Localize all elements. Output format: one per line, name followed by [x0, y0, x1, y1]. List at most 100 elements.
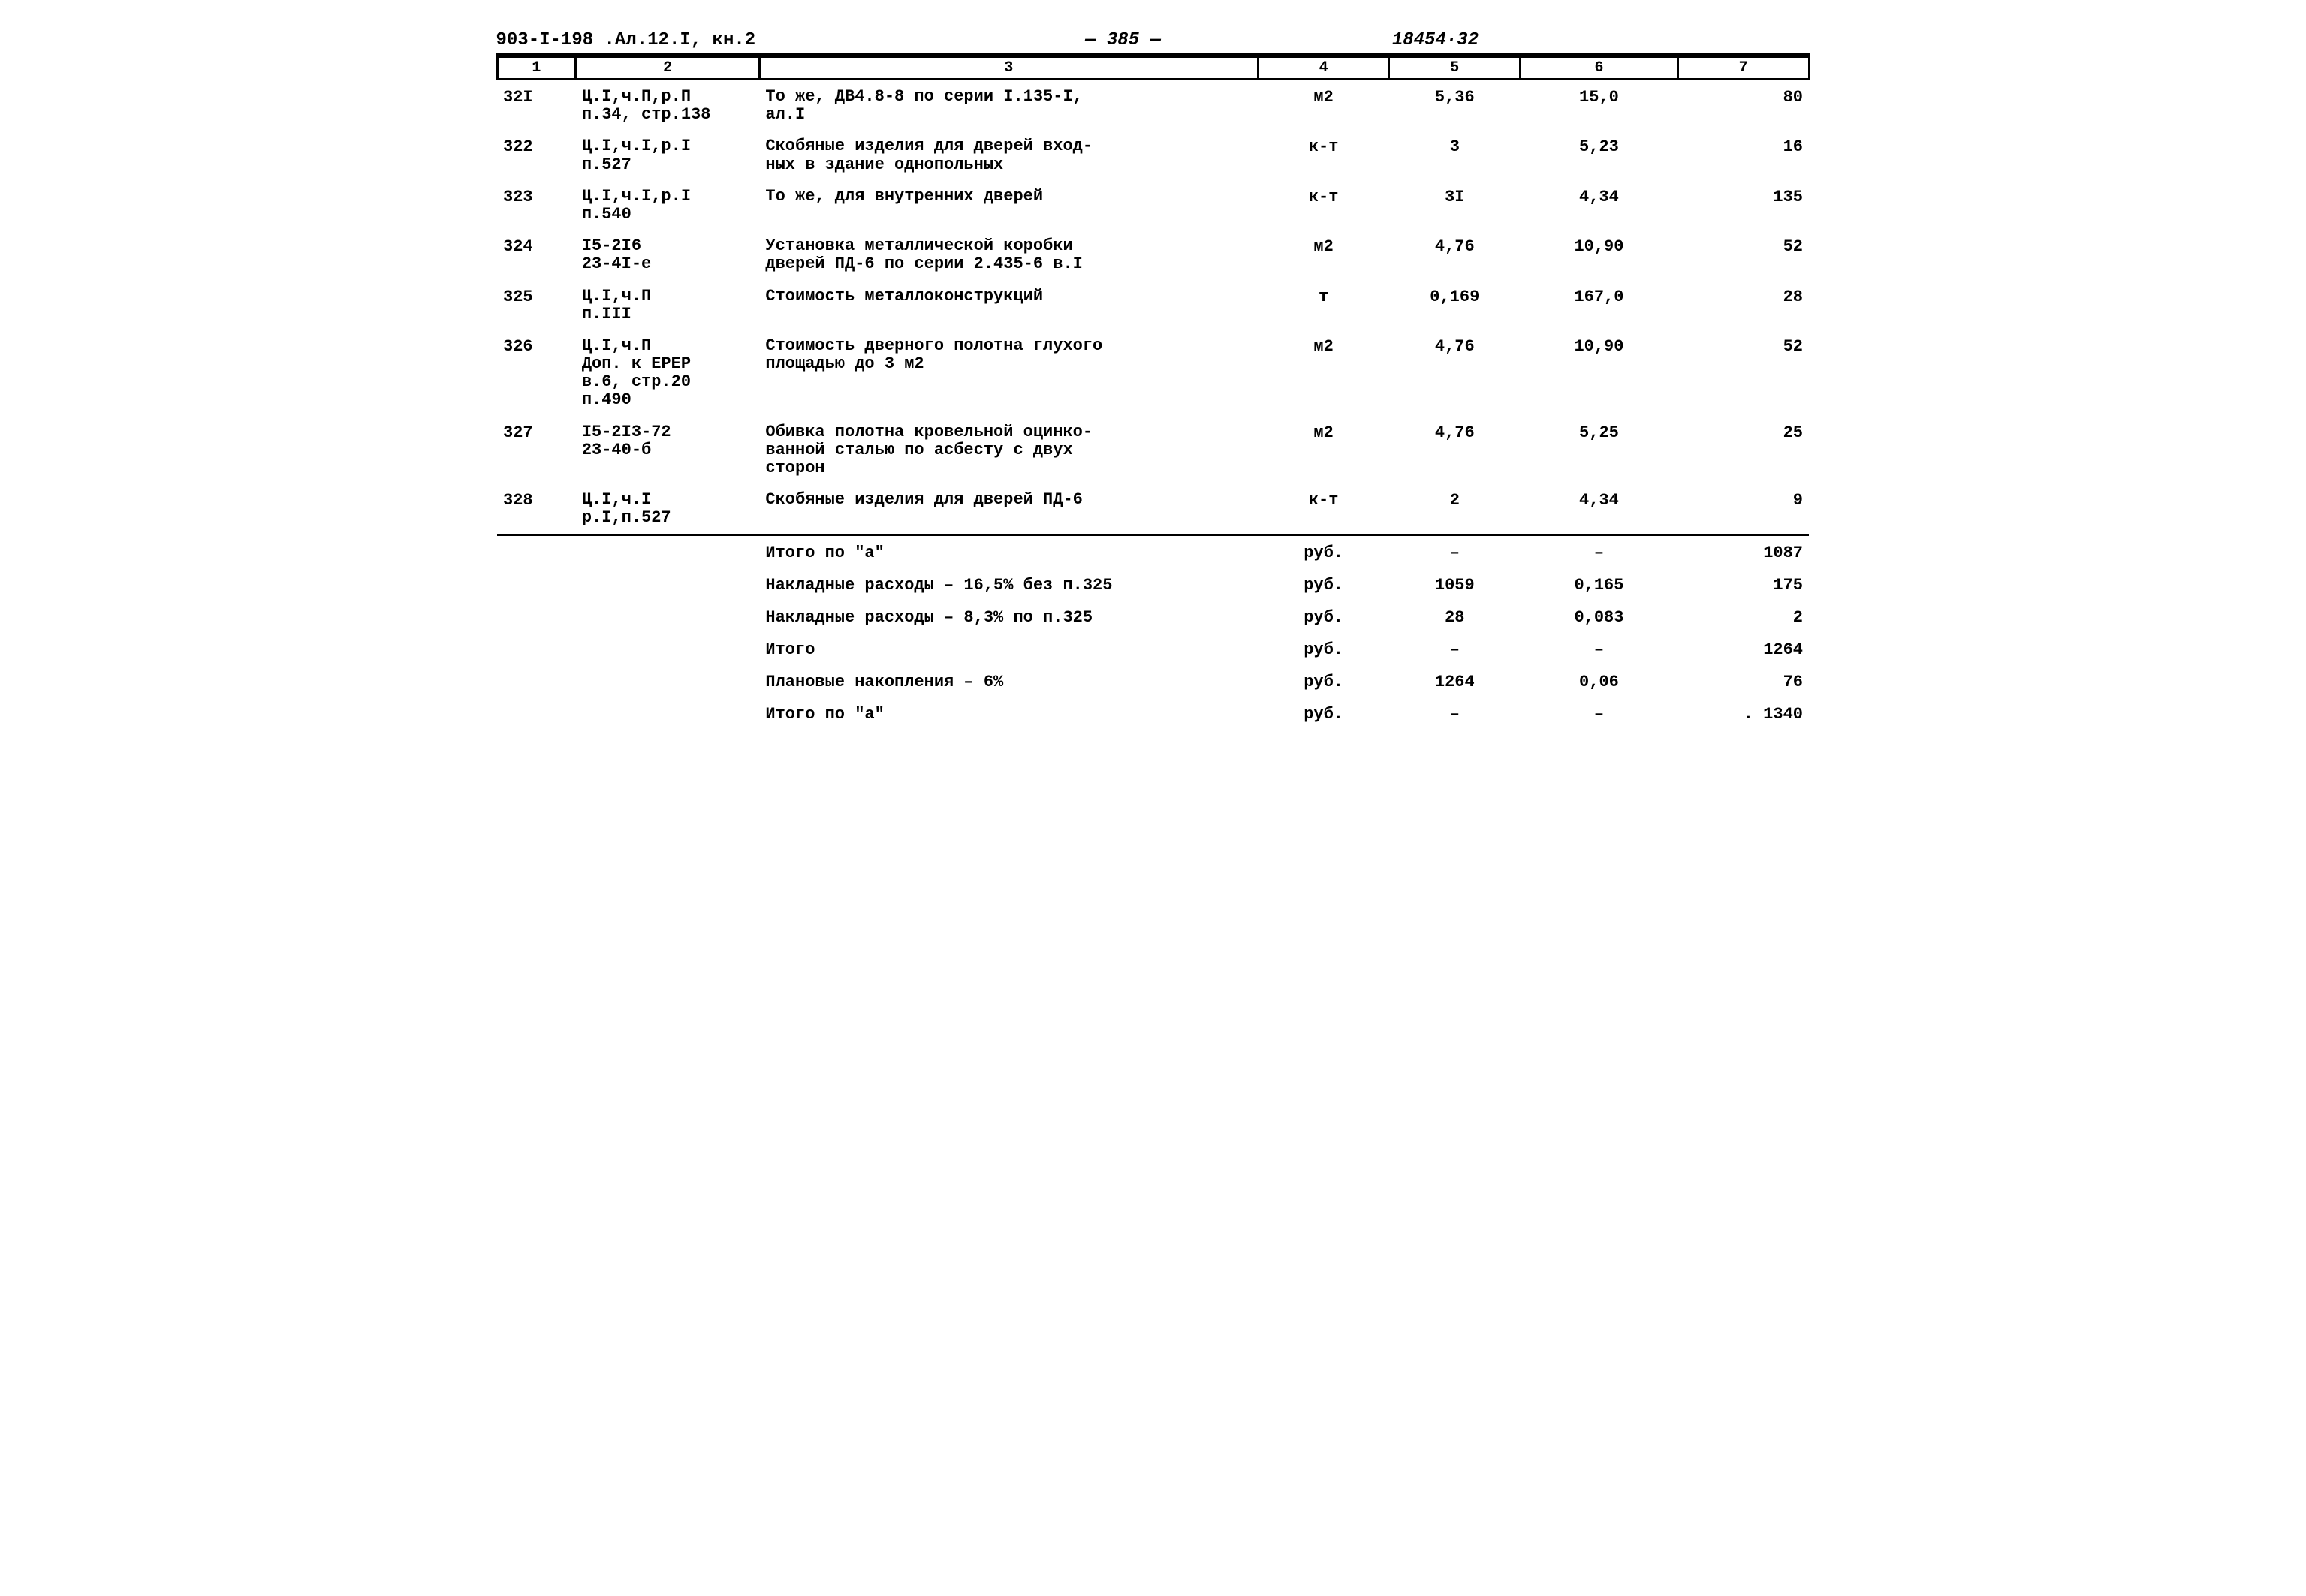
row-qty: 2: [1389, 483, 1521, 535]
row-rate: 4,34: [1521, 180, 1678, 230]
row-id: 326: [497, 330, 576, 416]
summary-v6: 0,06: [1521, 665, 1678, 697]
row-ref: Ц.I,ч.I р.I,п.527: [576, 483, 760, 535]
desc-a: Стоимость металлоконструкций: [765, 288, 1252, 306]
row-rate: 5,23: [1521, 130, 1678, 179]
table-row: 327 I5-2I3-72 23-40-б Обивка полотна кро…: [497, 416, 1809, 484]
desc-c: сторон: [765, 459, 1252, 477]
summary-v6: –: [1521, 633, 1678, 665]
ref-b: 23-40-б: [582, 441, 754, 459]
desc-b: ал.I: [765, 106, 1252, 124]
row-rate: 10,90: [1521, 330, 1678, 416]
row-sum: 16: [1678, 130, 1809, 179]
col-4: 4: [1258, 57, 1389, 80]
desc-a: То же, ДВ4.8-8 по серии I.135-I,: [765, 88, 1252, 106]
row-unit: м2: [1258, 80, 1389, 131]
summary-v5: 1059: [1389, 568, 1521, 601]
col-7: 7: [1678, 57, 1809, 80]
row-unit: к-т: [1258, 483, 1389, 535]
row-desc: Скобяные изделия для дверей вход- ных в …: [759, 130, 1258, 179]
desc-a: Скобяные изделия для дверей вход-: [765, 137, 1252, 155]
row-id: 328: [497, 483, 576, 535]
row-sum: 28: [1678, 280, 1809, 330]
desc-b: дверей ПД-6 по серии 2.435-6 в.I: [765, 255, 1252, 273]
row-sum: 25: [1678, 416, 1809, 484]
row-rate: 4,34: [1521, 483, 1678, 535]
desc-a: Установка металлической коробки: [765, 237, 1252, 255]
row-unit: м2: [1258, 230, 1389, 279]
summary-row: Накладные расходы – 8,3% по п.325 руб. 2…: [497, 601, 1809, 633]
row-desc: Стоимость металлоконструкций: [759, 280, 1258, 330]
row-unit: к-т: [1258, 130, 1389, 179]
summary-row: Накладные расходы – 16,5% без п.325 руб.…: [497, 568, 1809, 601]
ref-a: Ц.I,ч.I: [582, 491, 754, 509]
ref-b: 23-4I-е: [582, 255, 754, 273]
row-unit: м2: [1258, 330, 1389, 416]
col-2: 2: [576, 57, 760, 80]
summary-v6: 0,165: [1521, 568, 1678, 601]
row-desc: Стоимость дверного полотна глухого площа…: [759, 330, 1258, 416]
ref-a: Ц.I,ч.П: [582, 337, 754, 355]
row-id: 327: [497, 416, 576, 484]
row-ref: Ц.I,ч.П п.III: [576, 280, 760, 330]
row-id: 323: [497, 180, 576, 230]
desc-a: Стоимость дверного полотна глухого: [765, 337, 1252, 355]
summary-v6: –: [1521, 697, 1678, 730]
ref-a: I5-2I6: [582, 237, 754, 255]
summary-row: Итого по "а" руб. – – . 1340: [497, 697, 1809, 730]
summary-v7: 175: [1678, 568, 1809, 601]
summary-v5: –: [1389, 535, 1521, 568]
summary-v5: 28: [1389, 601, 1521, 633]
summary-v7: 2: [1678, 601, 1809, 633]
row-qty: 3: [1389, 130, 1521, 179]
row-sum: 80: [1678, 80, 1809, 131]
col-3: 3: [759, 57, 1258, 80]
ref-b: п.34, стр.138: [582, 106, 754, 124]
summary-v7: 76: [1678, 665, 1809, 697]
table-row: 325 Ц.I,ч.П п.III Стоимость металлоконст…: [497, 280, 1809, 330]
row-desc: Скобяные изделия для дверей ПД-6: [759, 483, 1258, 535]
col-6: 6: [1521, 57, 1678, 80]
ref-b: Доп. к ЕРЕР: [582, 355, 754, 373]
row-rate: 10,90: [1521, 230, 1678, 279]
row-sum: 135: [1678, 180, 1809, 230]
doc-number: 18454·32: [1332, 30, 1810, 50]
summary-v7: . 1340: [1678, 697, 1809, 730]
table-row: 323 Ц.I,ч.I,р.I п.540 То же, для внутрен…: [497, 180, 1809, 230]
row-qty: 4,76: [1389, 330, 1521, 416]
col-5: 5: [1389, 57, 1521, 80]
summary-unit: руб.: [1258, 665, 1389, 697]
summary-unit: руб.: [1258, 568, 1389, 601]
row-rate: 15,0: [1521, 80, 1678, 131]
summary-v5: 1264: [1389, 665, 1521, 697]
desc-a: То же, для внутренних дверей: [765, 188, 1252, 206]
summary-unit: руб.: [1258, 535, 1389, 568]
doc-code: 903-I-198 .Ал.12.I, кн.2: [496, 30, 915, 50]
ref-b: р.I,п.527: [582, 509, 754, 527]
page-header: 903-I-198 .Ал.12.I, кн.2 — 385 — 18454·3…: [496, 30, 1810, 56]
summary-v6: –: [1521, 535, 1678, 568]
ref-b: п.III: [582, 306, 754, 324]
row-qty: 3I: [1389, 180, 1521, 230]
ref-a: Ц.I,ч.П: [582, 288, 754, 306]
row-qty: 4,76: [1389, 416, 1521, 484]
desc-b: ванной сталью по асбесту с двух: [765, 441, 1252, 459]
summary-row: Плановые накопления – 6% руб. 1264 0,06 …: [497, 665, 1809, 697]
ref-a: Ц.I,ч.I,р.I: [582, 137, 754, 155]
table-row: 32I Ц.I,ч.П,р.П п.34, стр.138 То же, ДВ4…: [497, 80, 1809, 131]
row-ref: I5-2I6 23-4I-е: [576, 230, 760, 279]
summary-label: Итого по "а": [759, 697, 1258, 730]
row-rate: 167,0: [1521, 280, 1678, 330]
summary-v5: –: [1389, 697, 1521, 730]
row-qty: 0,169: [1389, 280, 1521, 330]
ref-d: п.490: [582, 391, 754, 409]
row-id: 322: [497, 130, 576, 179]
row-unit: к-т: [1258, 180, 1389, 230]
ref-c: в.6, стр.20: [582, 373, 754, 391]
col-1: 1: [497, 57, 576, 80]
row-qty: 4,76: [1389, 230, 1521, 279]
row-ref: Ц.I,ч.I,р.I п.540: [576, 180, 760, 230]
summary-label: Итого по "а": [759, 535, 1258, 568]
summary-label: Накладные расходы – 8,3% по п.325: [759, 601, 1258, 633]
page-number: — 385 —: [914, 30, 1332, 50]
